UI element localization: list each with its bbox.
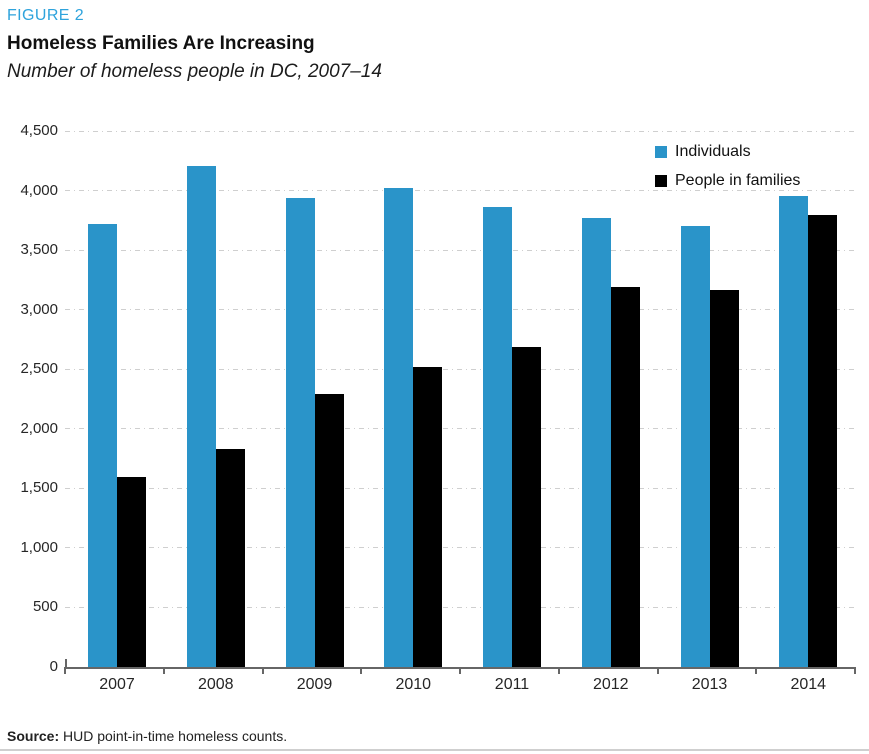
source-note: Source: HUD point-in-time homeless count…	[7, 728, 287, 744]
gridline	[65, 487, 857, 489]
gridline	[65, 130, 857, 132]
gridline	[65, 606, 857, 608]
bar-individuals-2009	[285, 197, 315, 667]
y-axis-label: 1,000	[20, 538, 58, 556]
legend-label-people-in-families: People in families	[675, 172, 801, 189]
individuals-swatch-icon	[655, 146, 667, 158]
bar-people-in-families-2007	[117, 476, 146, 667]
y-axis-label: 4,500	[20, 122, 58, 139]
axis-tick	[459, 667, 461, 674]
gridline	[65, 190, 857, 192]
bottom-divider	[0, 749, 869, 751]
gridline	[65, 547, 857, 549]
x-axis-label: 2010	[395, 676, 432, 693]
source-text: HUD point-in-time homeless counts.	[59, 728, 288, 744]
bar-people-in-families-2010	[413, 366, 443, 667]
bar-individuals-2014	[779, 196, 809, 667]
bar-people-in-families-2009	[314, 394, 344, 667]
bar-individuals-2010	[384, 188, 414, 667]
chart-legend: Individuals People in families	[655, 143, 801, 202]
x-axis-label: 2012	[592, 676, 629, 693]
bar-people-in-families-2013	[709, 289, 739, 667]
axis-tick	[656, 667, 659, 674]
gridline	[65, 368, 857, 370]
bar-individuals-2013	[680, 226, 710, 667]
axis-start-cap	[65, 659, 67, 667]
chart-title: Homeless Families Are Increasing	[7, 33, 315, 54]
y-axis-label: 1,500	[20, 479, 58, 497]
chart-subtitle: Number of homeless people in DC, 2007–14	[7, 61, 382, 82]
axis-tick	[854, 667, 856, 674]
y-axis-label: 0	[49, 658, 58, 675]
y-axis-label: 2,500	[20, 360, 58, 378]
people-in-families-swatch-icon	[655, 175, 667, 187]
x-axis-label: 2011	[494, 676, 530, 693]
axis-tick	[755, 667, 758, 674]
axis-tick	[64, 667, 66, 674]
gridline	[65, 249, 857, 251]
bar-people-in-families-2012	[610, 287, 640, 667]
y-axis-label: 4,000	[20, 181, 58, 199]
y-axis-label: 2,000	[20, 419, 58, 437]
x-axis-label: 2008	[197, 676, 234, 693]
legend-item-people-in-families: People in families	[655, 172, 801, 189]
figure-label: FIGURE 2	[7, 7, 84, 24]
legend-label-individuals: Individuals	[675, 143, 751, 160]
axis-tick	[360, 667, 363, 674]
y-axis-label: 3,000	[20, 300, 58, 318]
bar-people-in-families-2014	[808, 214, 838, 667]
source-label: Source:	[7, 728, 60, 744]
bar-people-in-families-2008	[215, 448, 245, 667]
gridline	[65, 428, 857, 430]
bar-individuals-2012	[581, 218, 611, 667]
axis-tick	[557, 667, 560, 674]
y-axis-label: 500	[32, 598, 58, 616]
x-axis-label: 2009	[296, 676, 333, 693]
bar-individuals-2011	[483, 207, 512, 667]
bar-individuals-2008	[186, 165, 216, 667]
y-axis-label: 3,500	[20, 241, 58, 259]
legend-item-individuals: Individuals	[655, 143, 800, 160]
x-axis-label: 2013	[691, 676, 728, 693]
x-axis-label: 2014	[790, 676, 827, 693]
bar-individuals-2007	[88, 223, 117, 667]
bar-people-in-families-2011	[512, 346, 541, 667]
axis-tick	[261, 667, 264, 674]
gridline	[65, 309, 857, 311]
x-axis-label: 2007	[99, 676, 135, 693]
axis-tick	[162, 667, 165, 674]
